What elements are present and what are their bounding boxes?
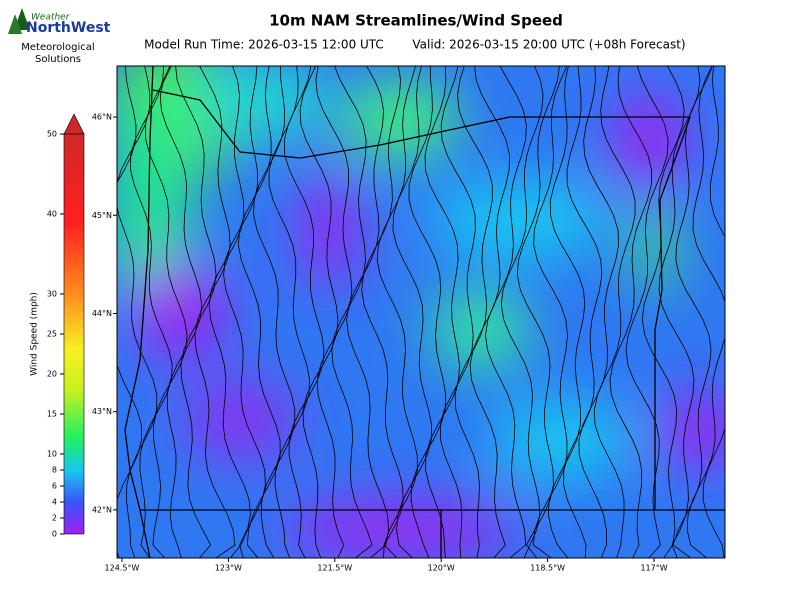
streamline [658,66,701,558]
streamline [702,66,725,558]
streamline [641,66,685,558]
colorbar-tick-label: 6 [52,482,57,491]
title: 10m NAM Streamlines/Wind Speed [269,12,563,30]
streamline [516,66,560,558]
lon-tick-label: 118.5°W [530,564,565,573]
streamline [253,66,296,558]
colorbar-tick-label: 25 [47,330,57,339]
streamline [672,66,713,558]
streamline [361,66,404,558]
colorbar-tick-label: 40 [47,210,57,219]
streamline [392,66,433,558]
logo: Weather NorthWest Meteorological Solutio… [8,8,111,65]
streamline [208,66,251,558]
lon-tick-label: 123°W [215,564,242,573]
streamline [532,66,568,558]
streamline [175,66,217,558]
streamline [283,66,325,558]
colorbar-tick-label: 4 [52,498,57,507]
lat-tick-label: 46°N [92,113,112,122]
streamline [593,66,636,558]
lat-tick-label: 45°N [92,211,112,220]
streamline [547,66,586,558]
lat-tick-label: 43°N [92,407,112,416]
colorbar-tick-label: 0 [52,530,57,539]
colorbar-tick-label: 20 [47,370,57,379]
streamline [130,66,173,558]
streamline [454,66,493,558]
streamline [117,66,158,558]
streamline [563,66,603,558]
logo-brand: NorthWest [26,20,111,36]
streamline [485,66,527,558]
streamline [500,66,544,558]
lat-tick-label: 42°N [92,505,112,514]
streamlines [117,66,725,558]
colorbar-tick-label: 15 [47,410,57,419]
streamline [686,66,725,558]
colorbar-label: Wind Speed (mph) [30,292,40,376]
streamline [408,66,447,558]
colorbar-tick-label: 30 [47,290,57,299]
borders [124,66,725,558]
streamline [609,66,653,558]
streamline [424,66,460,558]
colorbar [63,133,85,535]
streamline [346,66,390,558]
streamline [578,66,620,558]
streamline [144,66,188,558]
map-frame [116,65,726,559]
valid-time: Valid: 2026-03-15 20:00 UTC (+08h Foreca… [412,38,685,52]
wind-field [117,66,725,558]
lon-tick-label: 121.5°W [317,564,352,573]
logo-tag: Weather [31,13,71,23]
lon-tick-label: 120°W [428,564,455,573]
lon-tick-label: 117°W [640,564,667,573]
colorbar-tick-label: 8 [52,466,57,475]
streamline [268,66,311,558]
streamline [237,66,281,558]
streamline [194,66,236,558]
run-time: Model Run Time: 2026-03-15 12:00 UTC [144,38,384,52]
colorbar-tick-label: 50 [47,130,57,139]
lat-tick-label: 44°N [92,309,112,318]
streamline [223,66,266,558]
logo-org: Meteorological Solutions [21,42,95,65]
lon-tick-label: 124.5°W [105,564,140,573]
streamline [315,66,353,558]
colorbar-extend [63,113,85,135]
colorbar-tick-label: 2 [52,514,57,523]
colorbar-tick-label: 10 [47,450,57,459]
streamline [439,66,476,558]
streamline [299,66,339,558]
